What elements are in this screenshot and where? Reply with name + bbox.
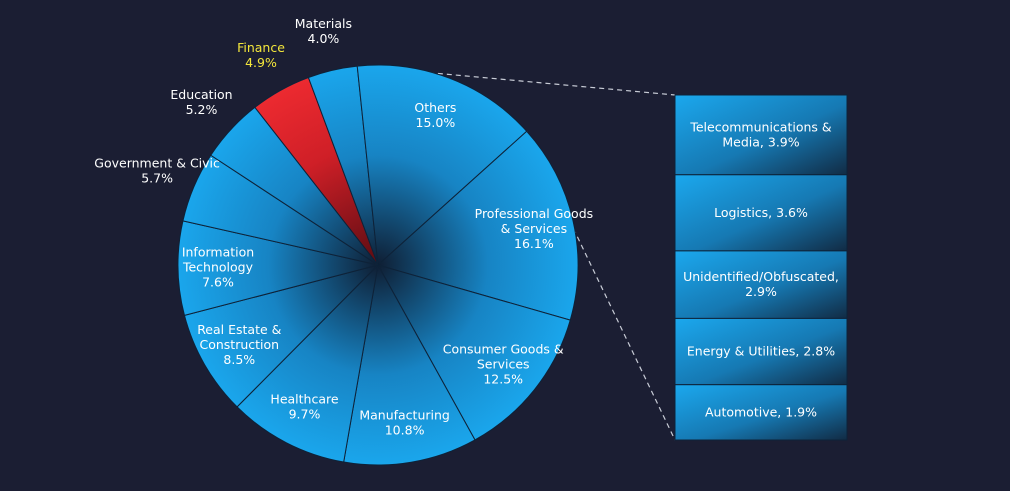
pie-slice-real-estate-construction: [183, 264, 380, 408]
pie-slice-information-technology: [177, 220, 379, 317]
bar-segment-telecommunications-media: [674, 94, 848, 176]
bar-segment-unidentified-obfuscated: [674, 250, 848, 319]
pie-slice-manufacturing: [343, 263, 476, 466]
bar-label-telecommunications-media: Telecommunications & Media, 3.9%: [689, 119, 832, 149]
connector-top: [357, 65, 676, 96]
bar-label-automotive: Automotive, 1.9%: [705, 404, 817, 419]
bar-label-unidentified-obfuscated: Unidentified/Obfuscated, 2.9%: [683, 269, 839, 299]
slice-label-healthcare: Healthcare 9.7%: [270, 392, 338, 422]
slice-label-manufacturing: Manufacturing 10.8%: [359, 407, 450, 437]
slice-label-real-estate-construction: Real Estate & Construction 8.5%: [197, 322, 281, 367]
pie-slice-healthcare: [236, 263, 379, 463]
slice-label-information-technology: Information Technology 7.6%: [182, 245, 254, 290]
slice-label-consumer-goods-services: Consumer Goods & Services 12.5%: [443, 342, 564, 387]
slice-label-finance: Finance 4.9%: [237, 40, 285, 70]
slice-label-materials: Materials 4.0%: [295, 16, 352, 46]
bar-segment-logistics: [674, 174, 848, 252]
pie-slice-consumer-goods-services: [376, 264, 571, 441]
slice-label-education: Education 5.2%: [170, 87, 232, 117]
bar-label-logistics: Logistics, 3.6%: [714, 205, 808, 220]
pie-group: Finance 4.9% Materials 4.0% Others 15.0% Profe…: [94, 16, 594, 466]
bar-segment-energy-utilities: [674, 317, 848, 386]
slice-label-others: Others 15.0%: [414, 100, 456, 130]
bar-segment-automotive: [674, 384, 848, 441]
slice-label-government-civic: Government & Civic 5.7%: [94, 156, 220, 186]
others-bar-group: Telecommunications & Media, 3.9% Logistics…: [674, 94, 848, 441]
pie-slice-professional-goods-services: [376, 130, 579, 321]
slice-label-professional-goods-services: Professional Goods & Services 16.1%: [475, 206, 594, 251]
pie-slice-education: [210, 106, 379, 266]
pie-slice-others: [356, 64, 528, 267]
bar-label-energy-utilities: Energy & Utilities, 2.8%: [687, 344, 835, 359]
